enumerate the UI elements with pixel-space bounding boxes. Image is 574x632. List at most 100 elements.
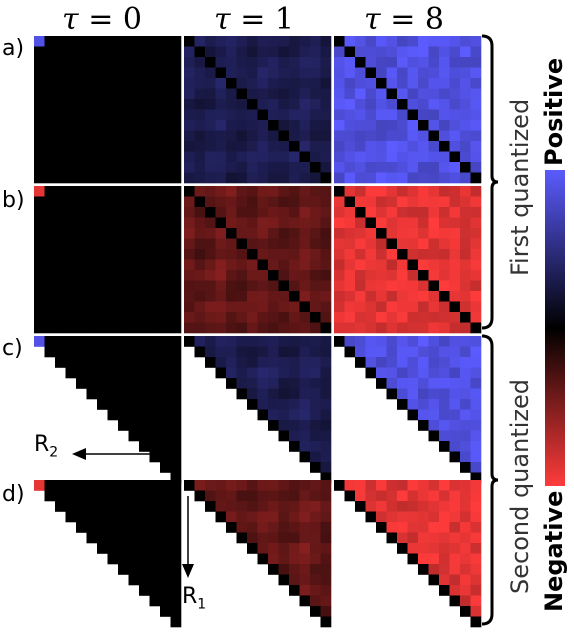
heatmap-cell bbox=[44, 151, 56, 163]
heatmap-cell bbox=[236, 270, 248, 281]
heatmap-cell bbox=[470, 532, 482, 544]
heatmap-cell bbox=[310, 249, 321, 260]
panel-0-2 bbox=[334, 36, 482, 184]
heatmap-cell bbox=[118, 228, 129, 239]
heatmap-cell bbox=[257, 532, 269, 544]
heatmap-cell bbox=[215, 78, 227, 89]
heatmap-cell bbox=[376, 249, 387, 260]
heatmap-cell bbox=[365, 172, 377, 184]
heatmap-cell bbox=[460, 480, 471, 491]
heatmap-cell bbox=[34, 259, 45, 271]
heatmap-cell bbox=[289, 553, 300, 565]
heatmap-cell bbox=[278, 99, 290, 110]
heatmap-cell bbox=[160, 217, 171, 229]
heatmap-cell bbox=[397, 490, 408, 502]
heatmap-cell bbox=[44, 280, 56, 292]
heatmap-cell bbox=[86, 312, 98, 323]
heatmap-cell bbox=[257, 162, 269, 173]
heatmap-cell bbox=[236, 238, 248, 250]
heatmap-cell bbox=[460, 585, 471, 596]
heatmap-cell bbox=[334, 336, 345, 347]
heatmap-cell bbox=[257, 378, 269, 389]
heatmap-cell bbox=[215, 196, 227, 208]
heatmap-cell bbox=[107, 46, 119, 58]
heatmap-cell bbox=[299, 207, 311, 218]
heatmap-cell bbox=[215, 291, 227, 302]
heatmap-cell bbox=[247, 238, 258, 250]
heatmap-cell bbox=[397, 346, 408, 358]
heatmap-cell bbox=[170, 207, 182, 218]
heatmap-cell bbox=[344, 99, 356, 110]
heatmap-cell bbox=[418, 196, 429, 208]
heatmap-cell bbox=[439, 238, 450, 250]
heatmap-cell bbox=[470, 120, 482, 131]
heatmap-cell bbox=[449, 151, 461, 163]
heatmap-cell bbox=[76, 151, 87, 163]
heatmap-cell bbox=[184, 99, 195, 110]
heatmap-cell bbox=[418, 46, 429, 58]
heatmap-cell bbox=[44, 196, 56, 208]
heatmap-cell bbox=[376, 46, 387, 58]
heatmap-cell bbox=[320, 88, 332, 100]
heatmap-cell bbox=[278, 57, 290, 68]
heatmap-cell bbox=[107, 388, 119, 400]
heatmap-cell bbox=[407, 249, 419, 260]
heatmap-cell bbox=[257, 78, 269, 89]
heatmap-cell bbox=[418, 259, 429, 271]
heatmap-cell bbox=[397, 78, 408, 89]
heatmap-cell bbox=[97, 291, 108, 302]
heatmap-cell bbox=[365, 196, 377, 208]
column-title-tau-0: τ = 0 bbox=[62, 2, 142, 37]
heatmap-cell bbox=[107, 553, 119, 565]
heatmap-cell bbox=[397, 280, 408, 292]
heatmap-cell bbox=[460, 564, 471, 575]
heatmap-cell bbox=[226, 88, 237, 100]
heatmap-cell bbox=[376, 238, 387, 250]
heatmap-cell bbox=[236, 186, 248, 197]
heatmap-cell bbox=[268, 543, 279, 554]
heatmap-cell bbox=[278, 36, 290, 47]
heatmap-cell bbox=[439, 207, 450, 218]
heatmap-cell bbox=[97, 259, 108, 271]
heatmap-cell bbox=[139, 259, 150, 271]
heatmap-cell bbox=[310, 462, 321, 473]
heatmap-cell bbox=[449, 130, 461, 142]
heatmap-cell bbox=[205, 322, 216, 334]
heatmap-cell bbox=[215, 162, 227, 173]
heatmap-cell bbox=[355, 249, 366, 260]
heatmap-cell bbox=[205, 291, 216, 302]
heatmap-cell bbox=[107, 120, 119, 131]
heatmap-cell bbox=[449, 228, 461, 239]
heatmap-cell bbox=[226, 36, 237, 47]
heatmap-cell bbox=[257, 67, 269, 79]
heatmap-cell bbox=[149, 312, 161, 323]
heatmap-cell bbox=[76, 291, 87, 302]
heatmap-cell bbox=[65, 228, 77, 239]
heatmap-cell bbox=[86, 109, 98, 121]
heatmap-cell bbox=[149, 120, 161, 131]
heatmap-cell bbox=[118, 378, 129, 389]
heatmap-cell bbox=[44, 490, 56, 502]
heatmap-cell bbox=[320, 357, 332, 368]
heatmap-cell bbox=[439, 57, 450, 68]
heatmap-cell bbox=[170, 336, 182, 347]
heatmap-cell bbox=[418, 88, 429, 100]
heatmap-cell bbox=[439, 88, 450, 100]
heatmap-cell bbox=[449, 196, 461, 208]
heatmap-cell bbox=[184, 322, 195, 334]
heatmap-cell bbox=[289, 420, 300, 431]
heatmap-cell bbox=[34, 162, 45, 173]
heatmap-cell bbox=[397, 501, 408, 512]
heatmap-cell bbox=[247, 130, 258, 142]
heatmap-cell bbox=[344, 57, 356, 68]
heatmap-cell bbox=[320, 490, 332, 502]
heatmap-cell bbox=[310, 228, 321, 239]
heatmap-cell bbox=[470, 388, 482, 400]
heatmap-cell bbox=[407, 78, 419, 89]
heatmap-cell bbox=[418, 346, 429, 358]
heatmap-cell bbox=[320, 301, 332, 313]
heatmap-cell bbox=[128, 99, 140, 110]
heatmap-cell bbox=[268, 312, 279, 323]
heatmap-cell bbox=[449, 322, 461, 334]
heatmap-cell bbox=[160, 141, 171, 152]
